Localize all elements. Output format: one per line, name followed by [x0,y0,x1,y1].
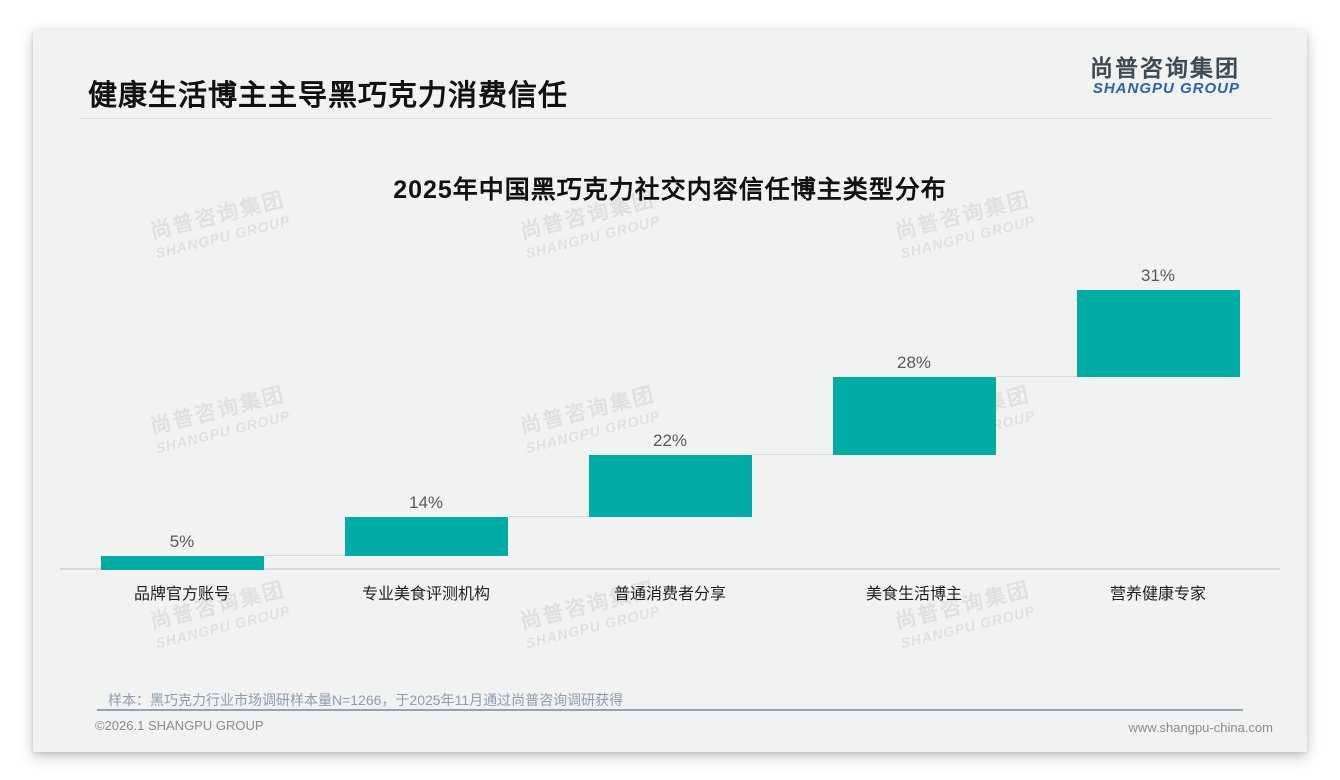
footer-website: www.shangpu-china.com [1128,720,1273,735]
page-title: 健康生活博主主导黑巧克力消费信任 [88,80,569,112]
bar-value-label-3: 22% [652,431,688,451]
logo-english-text: SHANGPU GROUP [1092,80,1240,98]
bar-4 [832,376,996,456]
category-label-1: 品牌官方账号 [133,586,230,603]
bar-2 [344,516,508,556]
category-label-2: 专业美食评测机构 [361,586,490,603]
watermark-english-text: SHANGPU GROUP [523,602,662,652]
category-label-3: 普通消费者分享 [613,586,726,603]
x-axis-line [60,568,1280,570]
waterfall-chart: 5% 14% 22% 28% 31% [60,260,1280,570]
company-logo: 尚普咨询集团 SHANGPU GROUP [1090,55,1240,98]
waterfall-connector-4 [995,375,1077,377]
slide-card: 健康生活博主主导黑巧克力消费信任 尚普咨询集团 SHANGPU GROUP 尚普… [33,30,1307,752]
category-label-5: 营养健康专家 [1109,586,1206,603]
bar-3 [588,455,752,517]
bar-1 [100,556,264,570]
bar-value-label-1: 5% [169,532,195,551]
sample-source-note: 样本：黑巧克力行业市场调研样本量N=1266，于2025年11月通过尚普咨询调研… [108,692,624,708]
waterfall-connector-1 [263,555,345,556]
category-label-4: 美食生活博主 [865,586,962,603]
watermark-english-text: SHANGPU GROUP [898,602,1037,652]
logo-chinese-text: 尚普咨询集团 [1090,55,1240,81]
waterfall-connector-3 [751,454,833,456]
title-divider [80,118,1272,119]
bar-value-label-2: 14% [408,492,444,512]
footer-copyright: ©2026.1 SHANGPU GROUP [95,718,264,733]
footer-divider [97,709,1243,711]
waterfall-connector-2 [507,515,589,517]
bar-5 [1076,290,1240,377]
watermark-english-text: SHANGPU GROUP [153,602,292,652]
chart-title: 2025年中国黑巧克力社交内容信任博主类型分布 [393,176,947,204]
category-axis-labels: 品牌官方账号 专业美食评测机构 普通消费者分享 美食生活博主 营养健康专家 [60,580,1280,603]
bar-value-label-4: 28% [896,352,932,372]
bar-value-label-5: 31% [1140,266,1176,285]
